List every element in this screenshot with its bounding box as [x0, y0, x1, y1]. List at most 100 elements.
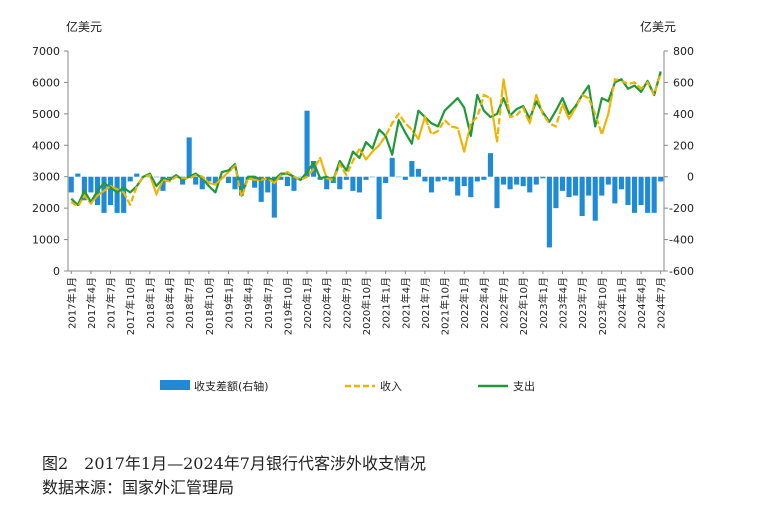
right-tick-label: 0	[687, 171, 694, 184]
x-tick-label: 2019年1月	[222, 277, 235, 329]
right-tick-label: 400	[673, 108, 694, 121]
balance-bar	[356, 176, 363, 193]
balance-bar	[239, 176, 245, 196]
balance-bar	[363, 176, 369, 180]
x-tick-label: 2021年4月	[399, 277, 412, 329]
right-axis-unit: 亿美元	[640, 20, 677, 34]
balance-bar	[402, 176, 408, 180]
right-tick-label: 600	[673, 76, 694, 89]
balance-bar	[527, 176, 533, 193]
x-tick-label: 2023年7月	[576, 277, 589, 329]
balance-bar	[343, 176, 349, 180]
balance-bar	[520, 176, 526, 187]
left-tick-label: 4000	[32, 139, 60, 152]
balance-bar	[442, 176, 448, 180]
left-tick-label: 1000	[32, 234, 60, 247]
x-tick-label: 2022年4月	[478, 277, 491, 329]
balance-bar	[134, 173, 140, 177]
balance-bar	[212, 176, 218, 185]
balance-bar	[645, 176, 651, 213]
balance-bar	[487, 153, 493, 177]
balance-bar	[625, 176, 631, 205]
balance-bar	[507, 176, 513, 190]
x-tick-label: 2018年7月	[183, 277, 196, 329]
x-tick-label: 2023年10月	[596, 277, 609, 335]
balance-bar	[258, 176, 264, 202]
right-tick-label: 800	[673, 45, 694, 58]
x-tick-label: 2022年7月	[498, 277, 511, 329]
x-tick-label: 2024年1月	[615, 277, 628, 329]
balance-bar	[166, 176, 173, 179]
balance-bar	[546, 176, 552, 248]
left-tick-label: 5000	[32, 108, 60, 121]
balance-bar	[121, 176, 127, 213]
x-tick-label: 2022年1月	[458, 277, 471, 329]
right-tick-label: -200	[669, 202, 694, 215]
balance-bar	[153, 176, 159, 178]
x-tick-label: 2021年10月	[439, 277, 452, 335]
balance-bar	[586, 176, 592, 196]
balance-bar	[409, 161, 415, 177]
balance-bar	[468, 176, 474, 198]
x-tick-label: 2018年10月	[203, 277, 216, 335]
balance-bar	[474, 176, 480, 182]
right-tick-label: -600	[669, 265, 694, 278]
x-tick-label: 2019年7月	[262, 277, 275, 329]
balance-bar	[455, 176, 461, 196]
balance-bar	[428, 176, 435, 193]
balance-bar	[658, 176, 664, 182]
balance-bar	[225, 176, 232, 183]
left-tick-label: 2000	[32, 202, 60, 215]
x-tick-label: 2023年1月	[537, 277, 550, 329]
balance-bar	[186, 137, 192, 177]
x-tick-label: 2019年4月	[242, 277, 255, 329]
income-line-overlay	[70, 72, 662, 209]
balance-bar	[88, 176, 94, 193]
balance-bar	[435, 176, 441, 182]
balance-bar	[383, 176, 389, 183]
balance-bar	[500, 176, 507, 185]
balance-bar	[559, 176, 566, 191]
left-tick-label: 0	[53, 265, 60, 278]
left-axis-unit: 亿美元	[66, 20, 103, 34]
balance-bar	[415, 168, 421, 177]
balance-bar	[252, 176, 258, 188]
balance-bar	[127, 176, 133, 182]
x-tick-label: 2023年4月	[556, 277, 569, 329]
balance-bar	[278, 176, 284, 180]
balance-bar	[592, 176, 598, 221]
balance-bar	[324, 176, 330, 190]
balance-bar	[160, 176, 166, 191]
x-tick-label: 2021年7月	[419, 277, 432, 329]
balance-bar	[599, 176, 605, 196]
balance-bar	[297, 176, 304, 178]
balance-bar	[612, 176, 618, 204]
balance-bar	[514, 176, 520, 185]
balance-bar	[232, 176, 238, 190]
balance-bar	[68, 176, 74, 193]
legend-label-income: 收入	[380, 379, 402, 393]
balance-bar	[553, 176, 559, 209]
balance-bar	[540, 176, 546, 179]
x-tick-label: 2020年10月	[360, 277, 373, 335]
x-tick-label: 2020年4月	[321, 277, 334, 329]
balance-bar	[75, 173, 81, 177]
balance-bar	[631, 176, 638, 213]
x-tick-label: 2020年7月	[340, 277, 353, 329]
balance-bar	[81, 176, 87, 201]
balance-bar	[271, 176, 277, 218]
income-line	[70, 72, 662, 208]
balance-bar	[337, 176, 343, 190]
chart-canvas: 01000200030004000500060007000-600-400-20…	[32, 45, 694, 393]
x-tick-label: 2017年10月	[124, 277, 137, 335]
balance-bar	[579, 176, 585, 216]
balance-bar	[448, 176, 454, 182]
right-tick-label: 200	[673, 139, 694, 152]
balance-bar	[206, 176, 212, 182]
legend-label-balance: 收支差额(右轴)	[194, 379, 269, 393]
x-tick-label: 2019年10月	[281, 277, 294, 335]
balance-bar	[566, 176, 572, 198]
expense-line	[70, 71, 662, 207]
balance-bar	[638, 176, 644, 205]
balance-bar	[193, 176, 199, 185]
